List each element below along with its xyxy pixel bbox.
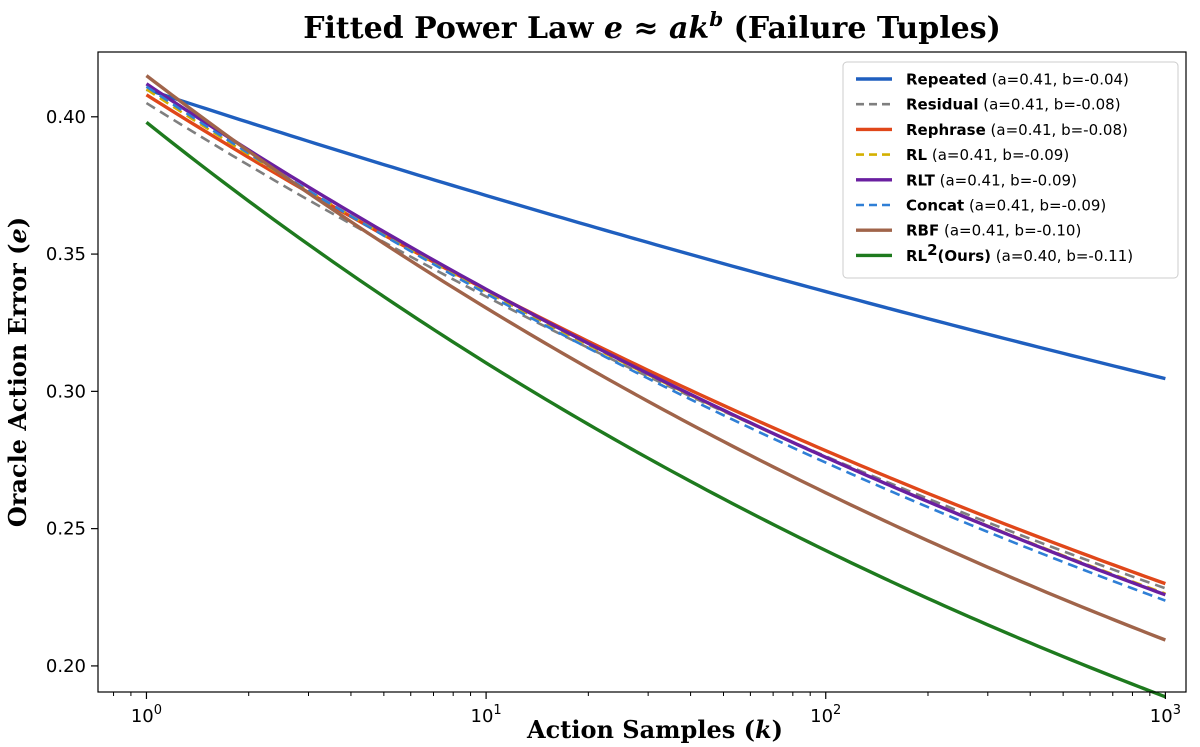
series-line-2	[145, 101, 1166, 590]
legend-entry-3: Rephrase (a=0.41, b=-0.08)	[906, 121, 1128, 139]
plot-frame	[97, 51, 1187, 693]
y-tick-label: 0.35	[46, 244, 86, 265]
x-tick-label: 103	[1150, 703, 1181, 727]
legend-box	[842, 61, 1179, 279]
series-line-8	[145, 120, 1166, 699]
legend-entry-6: Concat (a=0.41, b=-0.09)	[906, 197, 1106, 215]
y-tick-label: 0.40	[46, 107, 86, 128]
plot-lines	[145, 74, 1166, 699]
x-axis-label: Action Samples (k)	[526, 715, 783, 744]
x-tick-label: 101	[471, 703, 502, 727]
legend-entry-5: RLT (a=0.41, b=-0.09)	[906, 171, 1077, 189]
legend-entry-2: Residual (a=0.41, b=-0.08)	[906, 96, 1121, 114]
series-line-7	[145, 74, 1166, 642]
legend-entry-7: RBF (a=0.41, b=-0.10)	[906, 222, 1081, 240]
series-line-6	[145, 85, 1166, 602]
series-line-5	[145, 82, 1166, 597]
y-tick-label: 0.25	[46, 519, 86, 540]
y-axis-label: Oracle Action Error (e)	[3, 217, 32, 527]
legend-entry-8: RL2(Ours) (a=0.40, b=-0.11)	[906, 241, 1133, 265]
x-axis: 100 101 102 103	[113, 692, 1181, 727]
y-axis: 0.20 0.25 0.30 0.35 0.40	[46, 107, 98, 677]
chart-title: Fitted Power Law e ≈ akb (Failure Tuples…	[303, 7, 1001, 46]
legend-entry-4: RL (a=0.41, b=-0.09)	[906, 146, 1069, 164]
series-line-1	[145, 87, 1166, 381]
legend: Repeated (a=0.41, b=-0.04) Residual (a=0.…	[842, 61, 1179, 279]
x-tick-label: 100	[131, 703, 162, 727]
legend-entry-1: Repeated (a=0.41, b=-0.04)	[906, 71, 1129, 89]
x-tick-label: 102	[810, 703, 841, 727]
y-tick-label: 0.30	[46, 381, 86, 402]
y-tick-label: 0.20	[46, 656, 86, 677]
